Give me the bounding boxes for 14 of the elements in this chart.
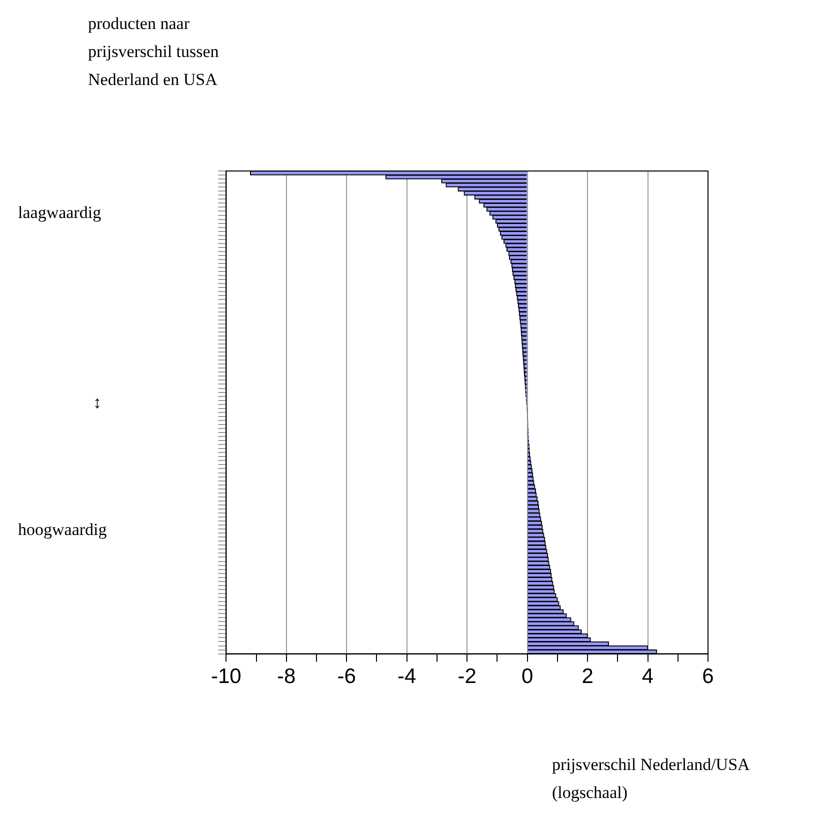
x-tick-label: -2: [458, 665, 476, 688]
text: ↕: [93, 393, 102, 413]
text: laagwaardig: [18, 203, 102, 223]
chart-title: producten naar prijsverschil tussen Nederland en USA: [88, 13, 220, 91]
x-tick-label: -10: [210, 665, 242, 688]
x-tick-label: 0: [521, 665, 534, 688]
x-tick-label: 6: [702, 665, 714, 688]
x-tick-label: -6: [337, 665, 356, 688]
x-tick-label: -8: [277, 665, 296, 688]
x-tick-label: 4: [642, 665, 654, 688]
x-tick-label: -4: [398, 665, 417, 688]
x-axis-title: prijsverschil Nederland/USA (logschaal): [552, 754, 750, 804]
text: hoogwaardig: [18, 520, 107, 540]
x-tick-label: 2: [582, 665, 594, 688]
